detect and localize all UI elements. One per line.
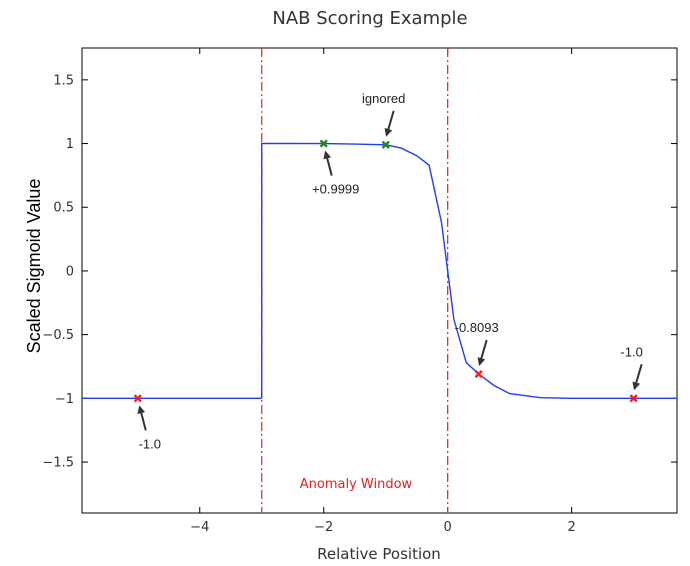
annotation-label: +0.9999 bbox=[312, 182, 359, 197]
x-tick-label: −2 bbox=[314, 520, 333, 535]
annotation-label: -1.0 bbox=[139, 436, 161, 451]
annotation-arrow bbox=[323, 150, 333, 176]
y-tick-label: 1 bbox=[66, 137, 74, 152]
annotation-arrow bbox=[137, 405, 147, 431]
marker-stroke bbox=[474, 369, 483, 379]
marker-stroke bbox=[381, 140, 390, 149]
x-axis-label: Relative Position bbox=[317, 545, 441, 563]
annotation-label: ignored bbox=[362, 91, 405, 106]
data-point-marker bbox=[474, 369, 483, 379]
annotation-arrow bbox=[632, 364, 643, 391]
annotation-arrow bbox=[477, 339, 488, 366]
x-tick-label: −4 bbox=[190, 520, 209, 535]
markers-layer bbox=[133, 139, 638, 403]
x-tick-label: 2 bbox=[567, 520, 575, 535]
y-tick-label: 1.5 bbox=[53, 73, 74, 88]
y-tick-label: 0.5 bbox=[53, 201, 74, 216]
sigmoid-line bbox=[261, 142, 677, 399]
data-point-marker bbox=[629, 394, 638, 403]
y-axis: 1.5 1 0.5 0 −0.5 −1 −1.5 bbox=[42, 73, 677, 471]
anomaly-window-label: Anomaly Window bbox=[300, 477, 413, 492]
x-axis: −4 −2 0 2 bbox=[190, 48, 576, 535]
anomaly-window-bounds bbox=[261, 48, 449, 513]
annotation-arrow bbox=[384, 110, 395, 137]
data-point-marker bbox=[319, 139, 328, 148]
annotations-layer: -1.0 +0.9999 ignored -0.8093 -1.0 bbox=[137, 91, 643, 451]
data-point-marker bbox=[133, 394, 142, 403]
annotation-label: -0.8093 bbox=[455, 320, 499, 335]
y-tick-label: −0.5 bbox=[42, 328, 74, 343]
y-tick-label: −1.5 bbox=[42, 456, 74, 471]
y-axis-label: Scaled Sigmoid Value bbox=[24, 179, 44, 354]
plot-frame bbox=[81, 47, 678, 514]
x-tick-label: 0 bbox=[444, 520, 452, 535]
data-point-marker bbox=[381, 140, 390, 149]
marker-stroke bbox=[629, 394, 638, 403]
series-layer bbox=[82, 142, 677, 399]
chart-title: NAB Scoring Example bbox=[272, 8, 467, 29]
marker-stroke bbox=[133, 394, 142, 403]
marker-stroke bbox=[319, 139, 328, 148]
annotation-label: -1.0 bbox=[620, 344, 642, 359]
y-tick-label: −1 bbox=[55, 392, 74, 407]
y-tick-label: 0 bbox=[66, 264, 74, 279]
